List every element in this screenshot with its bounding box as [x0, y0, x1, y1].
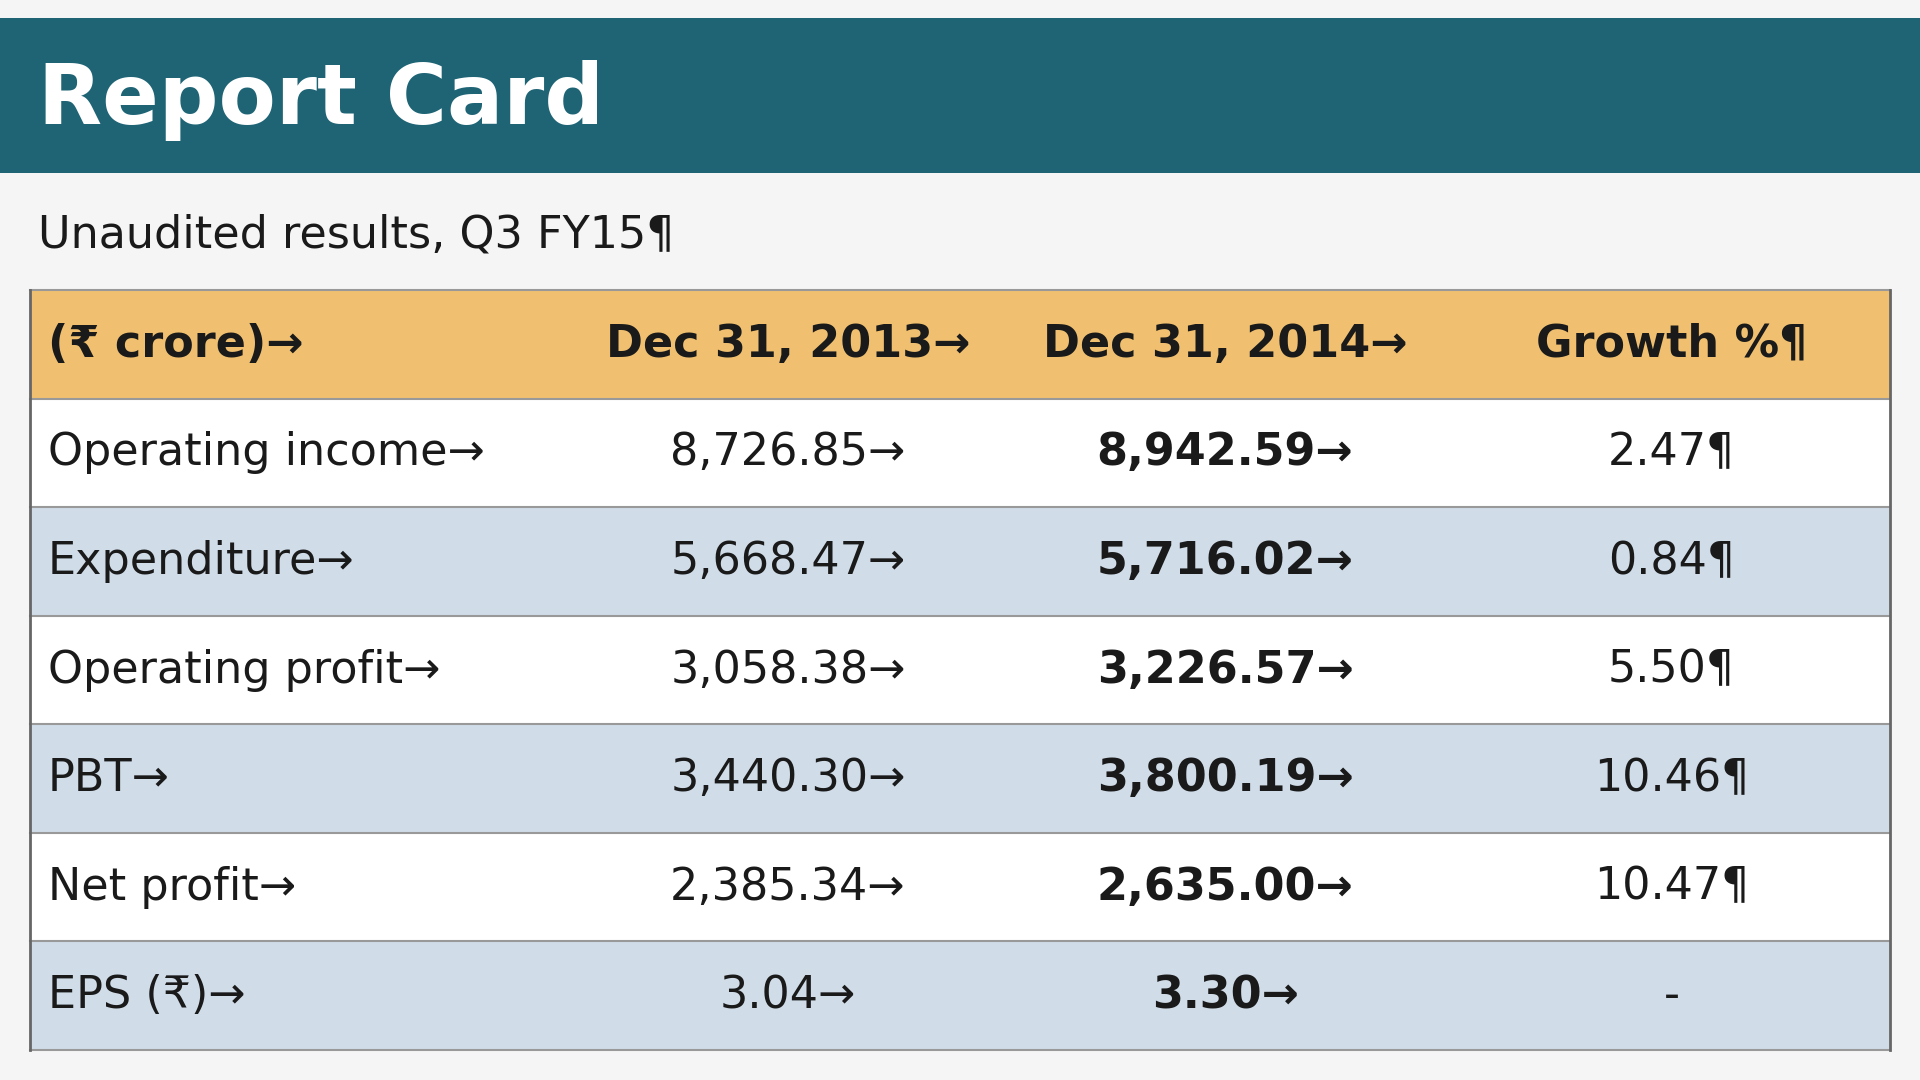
Text: 8,942.59→: 8,942.59→: [1096, 431, 1354, 474]
Text: Report Card: Report Card: [38, 59, 605, 140]
Text: Dec 31, 2013→: Dec 31, 2013→: [607, 323, 970, 366]
Text: 2.47¶: 2.47¶: [1607, 431, 1736, 474]
Text: 3,226.57→: 3,226.57→: [1096, 648, 1354, 691]
Text: PBT→: PBT→: [48, 757, 169, 800]
Text: 5.50¶: 5.50¶: [1607, 648, 1736, 691]
Text: 2,635.00→: 2,635.00→: [1096, 866, 1354, 908]
Text: 3,440.30→: 3,440.30→: [670, 757, 906, 800]
Text: 3,800.19→: 3,800.19→: [1096, 757, 1354, 800]
Text: 5,716.02→: 5,716.02→: [1096, 540, 1354, 583]
Text: -: -: [1663, 974, 1680, 1017]
Text: Operating income→: Operating income→: [48, 431, 484, 474]
Text: 10.47¶: 10.47¶: [1594, 866, 1749, 908]
Bar: [31, 833, 1889, 942]
Text: Expenditure→: Expenditure→: [48, 540, 355, 583]
Text: Unaudited results, Q3 FY15¶: Unaudited results, Q3 FY15¶: [38, 214, 674, 256]
Text: 3.04→: 3.04→: [720, 974, 856, 1017]
Text: 10.46¶: 10.46¶: [1594, 757, 1749, 800]
Bar: [31, 942, 1889, 1050]
Text: 3,058.38→: 3,058.38→: [670, 648, 906, 691]
Text: 8,726.85→: 8,726.85→: [670, 431, 906, 474]
Text: Operating profit→: Operating profit→: [48, 648, 440, 691]
Text: Dec 31, 2014→: Dec 31, 2014→: [1043, 323, 1407, 366]
Text: 2,385.34→: 2,385.34→: [670, 866, 906, 908]
Bar: [31, 616, 1889, 725]
Bar: [0, 18, 1920, 173]
Text: EPS (₹)→: EPS (₹)→: [48, 974, 246, 1017]
Bar: [31, 725, 1889, 833]
Bar: [31, 399, 1889, 508]
Bar: [31, 291, 1889, 399]
Text: (₹ crore)→: (₹ crore)→: [48, 323, 303, 366]
Text: Growth %¶: Growth %¶: [1536, 323, 1807, 366]
Bar: [31, 508, 1889, 616]
Text: 5,668.47→: 5,668.47→: [670, 540, 906, 583]
Text: 0.84¶: 0.84¶: [1607, 540, 1736, 583]
Text: 3.30→: 3.30→: [1152, 974, 1298, 1017]
Text: Net profit→: Net profit→: [48, 866, 296, 908]
